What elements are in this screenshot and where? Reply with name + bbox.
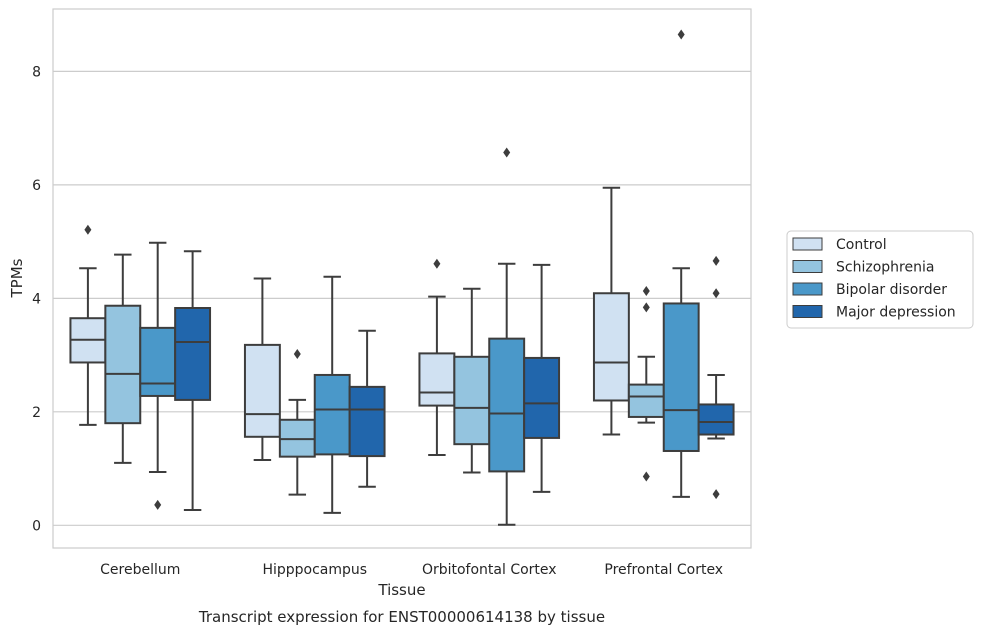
box-iqr <box>243 343 281 438</box>
legend-label: Major depression <box>836 305 956 321</box>
box-iqr <box>313 373 351 456</box>
outlier-point <box>293 348 301 359</box>
box-group <box>662 29 700 498</box>
box-iqr <box>523 356 561 439</box>
outlier-point <box>642 471 650 482</box>
box-group <box>592 186 630 436</box>
box-group <box>139 241 177 510</box>
box-group <box>174 250 212 511</box>
outlier-point <box>712 255 720 266</box>
y-tick-labels: 0 2 4 6 8 <box>32 64 41 534</box>
box-group <box>697 255 735 500</box>
outlier-point <box>642 285 650 296</box>
box-iqr <box>418 352 456 407</box>
outlier-point <box>154 499 162 510</box>
legend-swatch <box>792 282 823 296</box>
boxes <box>69 29 735 526</box>
outlier-point <box>84 224 92 235</box>
box-iqr <box>697 403 735 436</box>
outlier-point <box>677 29 685 40</box>
legend-swatch <box>792 305 823 318</box>
y-tick-label: 0 <box>32 518 41 534</box>
box-iqr <box>348 385 386 458</box>
outlier-point <box>433 258 441 269</box>
box-group <box>104 253 142 464</box>
y-tick-label: 8 <box>32 64 41 80</box>
box-group <box>243 277 281 462</box>
outlier-point <box>712 489 720 500</box>
x-tick-label: Prefrontal Cortex <box>604 562 723 578</box>
y-tick-label: 4 <box>32 291 41 307</box>
legend-label: Control <box>836 237 887 253</box>
y-tick-label: 6 <box>32 178 41 194</box>
box-group <box>278 348 316 496</box>
x-tick-label: Orbitofontal Cortex <box>422 562 557 578</box>
x-tick-label: Cerebellum <box>100 562 180 578</box>
box-iqr <box>662 302 700 452</box>
box-iqr <box>627 383 665 418</box>
x-tick-labels: Cerebellum Hipppocampus Orbitofontal Corte… <box>100 562 723 578</box>
x-axis-label: Tissue <box>377 581 425 599</box>
legend-frame <box>786 230 974 329</box>
plot-frame <box>52 8 752 549</box>
outlier-point <box>712 288 720 299</box>
legend-label: Bipolar disorder <box>836 282 947 298</box>
box-group <box>348 329 386 488</box>
y-tick-label: 2 <box>32 405 41 421</box>
legend-swatch <box>792 237 823 251</box>
box-group <box>523 263 561 493</box>
y-axis-label: TPMs <box>8 258 26 298</box>
box-group <box>488 147 526 526</box>
box-group <box>418 258 456 456</box>
box-iqr <box>592 292 630 402</box>
box-group <box>453 287 491 474</box>
legend: Control Schizophrenia Bipolar disorder Majo… <box>786 230 974 329</box>
box-iqr <box>174 307 212 401</box>
outlier-point <box>503 147 511 158</box>
box-iqr <box>488 337 526 473</box>
box-group <box>313 275 351 514</box>
box-group <box>69 224 107 426</box>
chart-title: Transcript expression for ENST0000061413… <box>198 608 605 626</box>
box-iqr <box>139 326 177 397</box>
x-tick-label: Hipppocampus <box>262 562 367 578</box>
box-iqr <box>453 355 491 446</box>
legend-swatch <box>792 260 823 273</box>
outlier-point <box>642 302 650 313</box>
box-group <box>627 285 665 482</box>
box-iqr <box>104 304 142 425</box>
legend-label: Schizophrenia <box>836 260 934 276</box>
